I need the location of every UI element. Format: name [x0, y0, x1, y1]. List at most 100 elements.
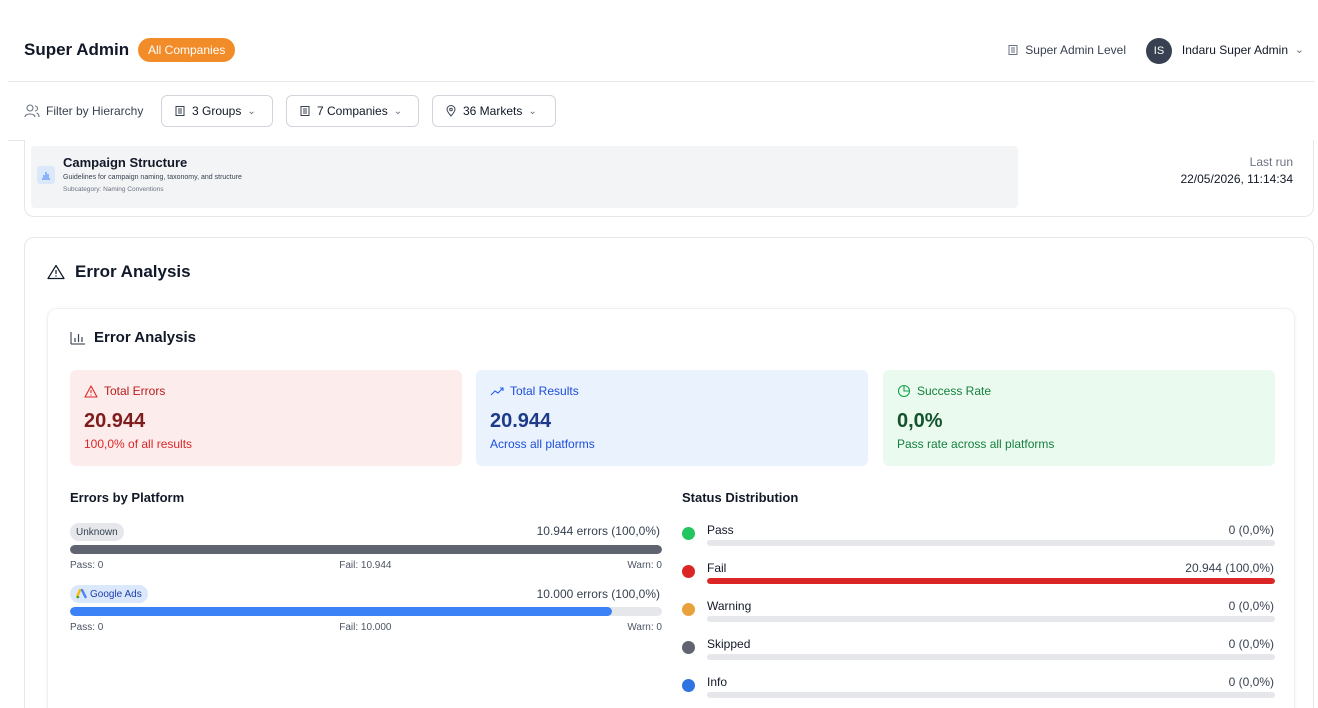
- bar-chart-icon: [70, 331, 86, 345]
- platform-meta: Pass: 0 Fail: 10.000 Warn: 0: [70, 622, 662, 633]
- trending-up-icon: [490, 386, 504, 396]
- status-label-info: Info: [707, 675, 728, 689]
- warning-icon: [84, 384, 98, 398]
- building-icon: [174, 105, 186, 117]
- success-rate-sub: Pass rate across all platforms: [897, 437, 1055, 451]
- inner-title: Error Analysis: [70, 329, 196, 346]
- admin-level: Super Admin Level: [1007, 43, 1126, 57]
- total-results-label: Total Results: [490, 384, 579, 398]
- status-value-info: 0 (0,0%): [1228, 675, 1274, 689]
- status-bar-pass: [707, 540, 1275, 546]
- status-label-pass: Pass: [707, 523, 734, 537]
- status-bar-info: [707, 692, 1275, 698]
- status-value-pass: 0 (0,0%): [1228, 523, 1274, 537]
- building-icon: [299, 105, 311, 117]
- platform-badge-google-ads: Google Ads: [70, 585, 148, 603]
- chevron-down-icon[interactable]: ⌄: [1294, 44, 1304, 56]
- user-name[interactable]: Indaru Super Admin: [1181, 43, 1288, 57]
- app-title: Super Admin: [24, 40, 130, 59]
- total-results-sub: Across all platforms: [490, 437, 595, 451]
- platform-badge-unknown: Unknown: [70, 523, 124, 541]
- platform-warn: Warn: 0: [627, 622, 662, 633]
- filter-bar: Filter by Hierarchy 3 Groups ⌄ 7 Compani…: [8, 83, 1314, 141]
- error-analysis-card: Error Analysis Total Errors 20.944 100,0…: [47, 308, 1295, 708]
- platform-fail: Fail: 10.944: [339, 560, 392, 571]
- campaign-description: Guidelines for campaign naming, taxonomy…: [63, 174, 242, 181]
- bar-chart-icon: [37, 166, 55, 184]
- building-icon: [1007, 44, 1019, 56]
- all-companies-badge[interactable]: All Companies: [138, 38, 236, 62]
- status-dot-warning: [682, 603, 695, 616]
- total-errors-sub: 100,0% of all results: [84, 437, 193, 451]
- error-analysis-section: Error Analysis Error Analysis Total Erro…: [24, 237, 1314, 708]
- platform-bar: [70, 545, 662, 554]
- companies-label: 7 Companies: [317, 104, 388, 118]
- last-run-label: Last run: [1249, 155, 1293, 169]
- filter-label-text: Filter by Hierarchy: [46, 104, 144, 118]
- campaign-info[interactable]: Campaign Structure Guidelines for campai…: [31, 146, 1018, 208]
- platforms-title: Errors by Platform: [70, 490, 185, 505]
- status-bar-fill-fail: [707, 578, 1275, 584]
- users-icon: [24, 104, 40, 118]
- status-dot-pass: [682, 527, 695, 540]
- status-bar-fail: [707, 578, 1275, 584]
- status-bar-warning: [707, 616, 1275, 622]
- platform-fail: Fail: 10.000: [339, 622, 392, 633]
- platform-pass: Pass: 0: [70, 622, 104, 633]
- status-dot-info: [682, 679, 695, 692]
- status-value-fail: 20.944 (100,0%): [1185, 561, 1274, 575]
- google-ads-icon: [76, 589, 87, 599]
- section-title-text: Error Analysis: [75, 262, 191, 281]
- markets-label: 36 Markets: [463, 104, 523, 118]
- map-pin-icon: [445, 105, 457, 117]
- groups-label: 3 Groups: [192, 104, 242, 118]
- status-value-skipped: 0 (0,0%): [1228, 637, 1274, 651]
- success-rate-value: 0,0%: [897, 410, 943, 432]
- success-rate-card: Success Rate 0,0% Pass rate across all p…: [883, 370, 1275, 466]
- filter-by-hierarchy: Filter by Hierarchy: [24, 104, 143, 118]
- status-dot-fail: [682, 565, 695, 578]
- total-errors-label-text: Total Errors: [104, 384, 166, 398]
- platform-warn: Warn: 0: [627, 560, 662, 571]
- status-label-fail: Fail: [707, 561, 727, 575]
- total-errors-value: 20.944: [84, 410, 146, 432]
- admin-level-label: Super Admin Level: [1025, 43, 1126, 57]
- platform-pass: Pass: 0: [70, 560, 104, 571]
- total-errors-label: Total Errors: [84, 384, 165, 398]
- google-ads-label: Google Ads: [90, 588, 142, 600]
- status-label-warning: Warning: [707, 599, 752, 613]
- chevron-down-icon: ⌄: [528, 105, 537, 117]
- pie-chart-icon: [897, 384, 911, 398]
- section-title: Error Analysis: [47, 262, 191, 282]
- campaign-subcategory: Subcategory: Naming Conventions: [63, 186, 164, 193]
- platform-meta: Pass: 0 Fail: 10.944 Warn: 0: [70, 560, 662, 571]
- status-title: Status Distribution: [682, 490, 799, 505]
- companies-dropdown[interactable]: 7 Companies ⌄: [286, 95, 419, 127]
- total-results-value: 20.944: [490, 410, 552, 432]
- markets-dropdown[interactable]: 36 Markets ⌄: [432, 95, 556, 127]
- top-bar: Super Admin All Companies Super Admin Le…: [8, 26, 1314, 82]
- platform-count: 10.944 errors (100,0%): [536, 524, 660, 538]
- inner-title-text: Error Analysis: [94, 329, 196, 346]
- warning-icon: [47, 264, 65, 280]
- status-label-skipped: Skipped: [707, 637, 751, 651]
- platform-bar-fill: [70, 607, 612, 616]
- status-dot-skipped: [682, 641, 695, 654]
- success-rate-label: Success Rate: [897, 384, 991, 398]
- total-results-label-text: Total Results: [510, 384, 579, 398]
- total-errors-card: Total Errors 20.944 100,0% of all result…: [70, 370, 462, 466]
- total-results-card: Total Results 20.944 Across all platform…: [476, 370, 868, 466]
- status-value-warning: 0 (0,0%): [1228, 599, 1274, 613]
- chevron-down-icon: ⌄: [247, 105, 256, 117]
- platform-bar-fill: [70, 545, 662, 554]
- last-run-value: 22/05/2026, 11:14:34: [1180, 172, 1293, 186]
- campaign-title: Campaign Structure: [63, 155, 188, 170]
- status-bar-skipped: [707, 654, 1275, 660]
- platform-bar: [70, 607, 662, 616]
- platform-count: 10.000 errors (100,0%): [536, 587, 660, 601]
- avatar[interactable]: IS: [1146, 38, 1172, 64]
- campaign-card: Campaign Structure Guidelines for campai…: [24, 140, 1314, 217]
- success-rate-label-text: Success Rate: [917, 384, 992, 398]
- groups-dropdown[interactable]: 3 Groups ⌄: [161, 95, 273, 127]
- chevron-down-icon: ⌄: [393, 105, 403, 117]
